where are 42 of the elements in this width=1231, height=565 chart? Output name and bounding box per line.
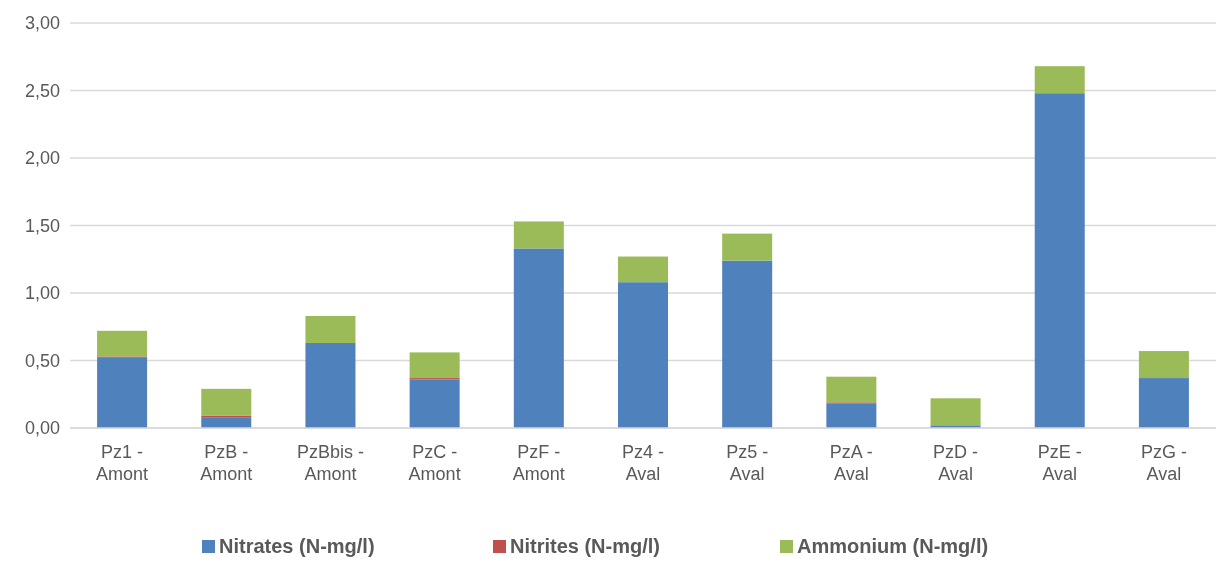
- bar: [930, 398, 981, 426]
- bar: [513, 221, 564, 249]
- x-tick-label: PzD - Aval: [933, 442, 979, 484]
- y-tick-label: 2,00: [24, 148, 60, 169]
- bar: [722, 233, 773, 261]
- bar: [409, 379, 460, 428]
- legend-label: Nitrites (N-mg/l): [510, 535, 660, 557]
- x-tick-label: PzE - Aval: [1037, 442, 1082, 484]
- bar: [1138, 378, 1189, 428]
- bar: [97, 357, 148, 428]
- bar: [409, 352, 460, 379]
- legend-label: Ammonium (N-mg/l): [797, 535, 989, 557]
- bar: [513, 248, 564, 428]
- x-tick-label: PzF - Amont: [512, 442, 565, 484]
- x-tick-label: Pz4 - Aval: [621, 442, 665, 484]
- y-tick-label: 0,50: [24, 350, 60, 371]
- bar: [1138, 351, 1189, 379]
- bar: [826, 376, 877, 403]
- bar: [305, 342, 356, 428]
- bar: [97, 330, 148, 357]
- bar: [722, 260, 773, 428]
- bar: [305, 315, 356, 343]
- bar: [1034, 93, 1085, 428]
- x-tick-label: PzC - Amont: [408, 442, 461, 484]
- y-tick-label: 1,50: [24, 215, 60, 236]
- bar: [618, 282, 668, 428]
- bar: [201, 417, 252, 428]
- bar: [618, 256, 668, 283]
- bar: [826, 403, 877, 428]
- y-tick-label: 0,00: [24, 418, 60, 439]
- x-tick-label: Pz5 - Aval: [726, 442, 769, 484]
- x-tick-label: Pz1 - Amont: [96, 442, 149, 484]
- x-tick-label: PzA - Aval: [829, 442, 873, 484]
- x-tick-label: PzBbis - Amont: [296, 442, 364, 484]
- y-tick-label: 1,00: [24, 283, 60, 304]
- y-tick-label: 3,00: [24, 13, 60, 34]
- x-tick-label: PzG - Aval: [1140, 442, 1187, 484]
- legend-label: Nitrates (N-mg/l): [219, 535, 375, 557]
- x-tick-label: PzB - Amont: [200, 442, 253, 484]
- y-tick-label: 2,50: [24, 80, 60, 101]
- bar: [201, 388, 252, 416]
- bar: [1034, 66, 1085, 94]
